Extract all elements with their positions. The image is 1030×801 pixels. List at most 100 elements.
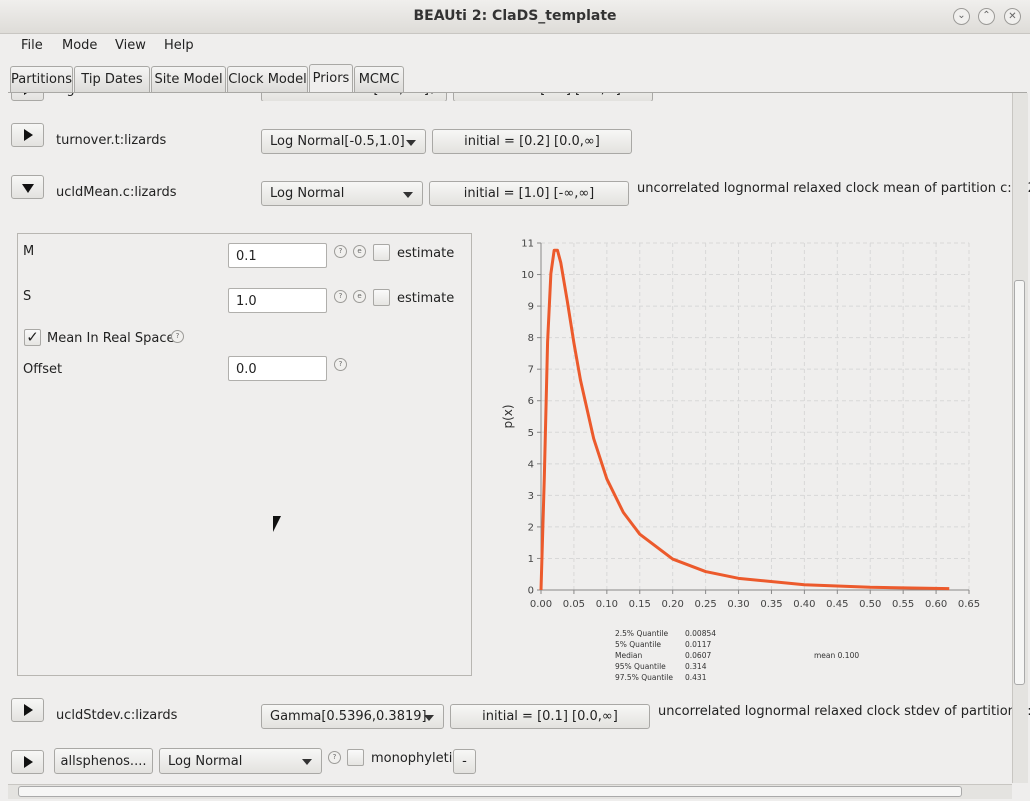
quantile-label: 97.5% Quantile (615, 673, 673, 682)
window-title: BEAUti 2: ClaDS_template (413, 8, 617, 24)
monophyletic-checkbox[interactable] (347, 749, 364, 766)
clip-area: sigma.t:lizards Inverse Gamma[2.0,0.1] i… (8, 93, 1011, 101)
quantile-value: 0.0607 (685, 651, 712, 660)
x-tick-label: 0.10 (596, 599, 618, 610)
title-bar (0, 0, 1030, 34)
help-icon[interactable]: ? (334, 245, 347, 258)
param-label: Mean In Real Space (47, 331, 175, 346)
help-icon[interactable]: ? (334, 358, 347, 371)
distribution-combo[interactable]: Log Normal (261, 181, 423, 206)
distribution-combo[interactable]: Gamma[0.5396,0.3819] (261, 704, 444, 729)
prior-name: turnover.t:lizards (56, 133, 167, 148)
y-tick-label: 8 (528, 333, 534, 344)
x-tick-label: 0.25 (694, 599, 716, 610)
y-tick-label: 0 (528, 586, 534, 597)
scroll-thumb[interactable] (1014, 280, 1025, 685)
x-tick-label: 0.35 (760, 599, 782, 610)
tab[interactable]: Clock Model (227, 66, 308, 92)
menu-bar (0, 34, 1030, 58)
quantile-value: 0.0117 (685, 640, 712, 649)
y-tick-label: 3 (528, 491, 534, 502)
estimate-checkbox[interactable] (373, 289, 390, 306)
initial-button[interactable]: initial = [0.5] [0.0,∞] (453, 93, 653, 101)
estimate-checkbox[interactable] (373, 244, 390, 261)
help-icon[interactable]: ? (171, 330, 184, 343)
param-label: S (23, 289, 32, 304)
help-icon[interactable]: ? (334, 290, 347, 303)
estimate-label: estimate (397, 291, 455, 306)
mean-real-checkbox[interactable]: ✓ (24, 329, 41, 346)
param-label: Offset (23, 362, 63, 377)
mouse-cursor (273, 516, 281, 532)
maximize-button[interactable]: ⌃ (978, 8, 995, 25)
help-icon[interactable]: ? (328, 751, 341, 764)
distribution-combo[interactable]: Inverse Gamma[2.0,0.1] (261, 93, 447, 101)
tab[interactable]: Tip Dates (74, 66, 150, 92)
initial-button[interactable]: initial = [0.1] [0.0,∞] (450, 704, 650, 729)
tab[interactable]: Site Model (151, 66, 226, 92)
scroll-thumb[interactable] (18, 786, 962, 797)
y-tick-label: 6 (528, 396, 534, 407)
y-tick-label: 9 (528, 302, 534, 313)
param-label: M (23, 244, 35, 259)
x-tick-label: 0.50 (859, 599, 881, 610)
content-border (8, 92, 1027, 93)
y-tick-label: 4 (528, 459, 534, 470)
y-tick-label: 11 (521, 239, 534, 250)
edit-icon[interactable]: e (353, 245, 366, 258)
menu-item[interactable]: Mode (62, 38, 98, 53)
tab[interactable]: MCMC (354, 66, 404, 92)
initial-button[interactable]: initial = [0.2] [0.0,∞] (432, 129, 632, 154)
expand-button[interactable] (11, 750, 44, 774)
taxon-set-button[interactable]: allsphenos.... (54, 748, 153, 774)
prior-name: sigma.t:lizards (56, 93, 151, 97)
expand-button[interactable] (11, 698, 44, 722)
quantile-value: 0.431 (685, 673, 707, 682)
y-tick-label: 1 (528, 554, 534, 565)
remove-button[interactable]: - (453, 749, 476, 774)
prior-name: ucldStdev.c:lizards (56, 708, 178, 723)
menu-item[interactable]: View (115, 38, 146, 53)
x-tick-label: 0.60 (925, 599, 947, 610)
param-input[interactable]: 1.0 (228, 288, 327, 313)
prior-description: uncorrelated lognormal relaxed clock mea… (637, 181, 1030, 196)
tab[interactable]: Priors (309, 64, 353, 92)
param-panel (17, 233, 472, 676)
x-tick-label: 0.15 (629, 599, 651, 610)
quantile-value: 0.314 (685, 662, 707, 671)
quantile-label: 2.5% Quantile (615, 629, 669, 638)
x-tick-label: 0.05 (563, 599, 585, 610)
param-input[interactable]: 0.1 (228, 243, 327, 268)
tab[interactable]: Partitions (10, 66, 73, 92)
quantile-label: 95% Quantile (615, 662, 666, 671)
mean-label: mean 0.100 (814, 651, 860, 660)
y-tick-label: 7 (528, 365, 534, 376)
x-tick-label: 0.20 (662, 599, 684, 610)
prior-description: uncorrelated lognormal relaxed clock std… (658, 704, 1030, 719)
expand-button[interactable] (11, 123, 44, 147)
x-tick-label: 0.40 (793, 599, 815, 610)
distribution-combo[interactable]: Log Normal[-0.5,1.0] (261, 129, 426, 154)
quantile-label: Median (615, 651, 643, 660)
quantile-label: 5% Quantile (615, 640, 662, 649)
distribution-combo[interactable]: Log Normal (159, 748, 322, 774)
x-tick-label: 0.65 (958, 599, 980, 610)
initial-button[interactable]: initial = [1.0] [-∞,∞] (429, 181, 629, 206)
menu-item[interactable]: File (21, 38, 43, 53)
y-tick-label: 10 (521, 270, 534, 281)
close-button[interactable]: ✕ (1004, 8, 1021, 25)
menu-item[interactable]: Help (164, 38, 194, 53)
y-axis-label: p(x) (501, 404, 515, 428)
minimize-button[interactable]: ⌄ (953, 8, 970, 25)
collapse-button[interactable] (11, 175, 44, 199)
density-curve (539, 248, 950, 591)
x-tick-label: 0.55 (892, 599, 914, 610)
x-tick-label: 0.30 (727, 599, 749, 610)
estimate-label: estimate (397, 246, 455, 261)
y-tick-label: 5 (528, 428, 534, 439)
param-input[interactable]: 0.0 (228, 356, 327, 381)
density-plot: 0.00 0.05 0.10 0.15 0.20 0.25 0.30 0.35 0.40 0.45… (501, 239, 980, 611)
edit-icon[interactable]: e (353, 290, 366, 303)
expand-button[interactable] (11, 93, 44, 101)
